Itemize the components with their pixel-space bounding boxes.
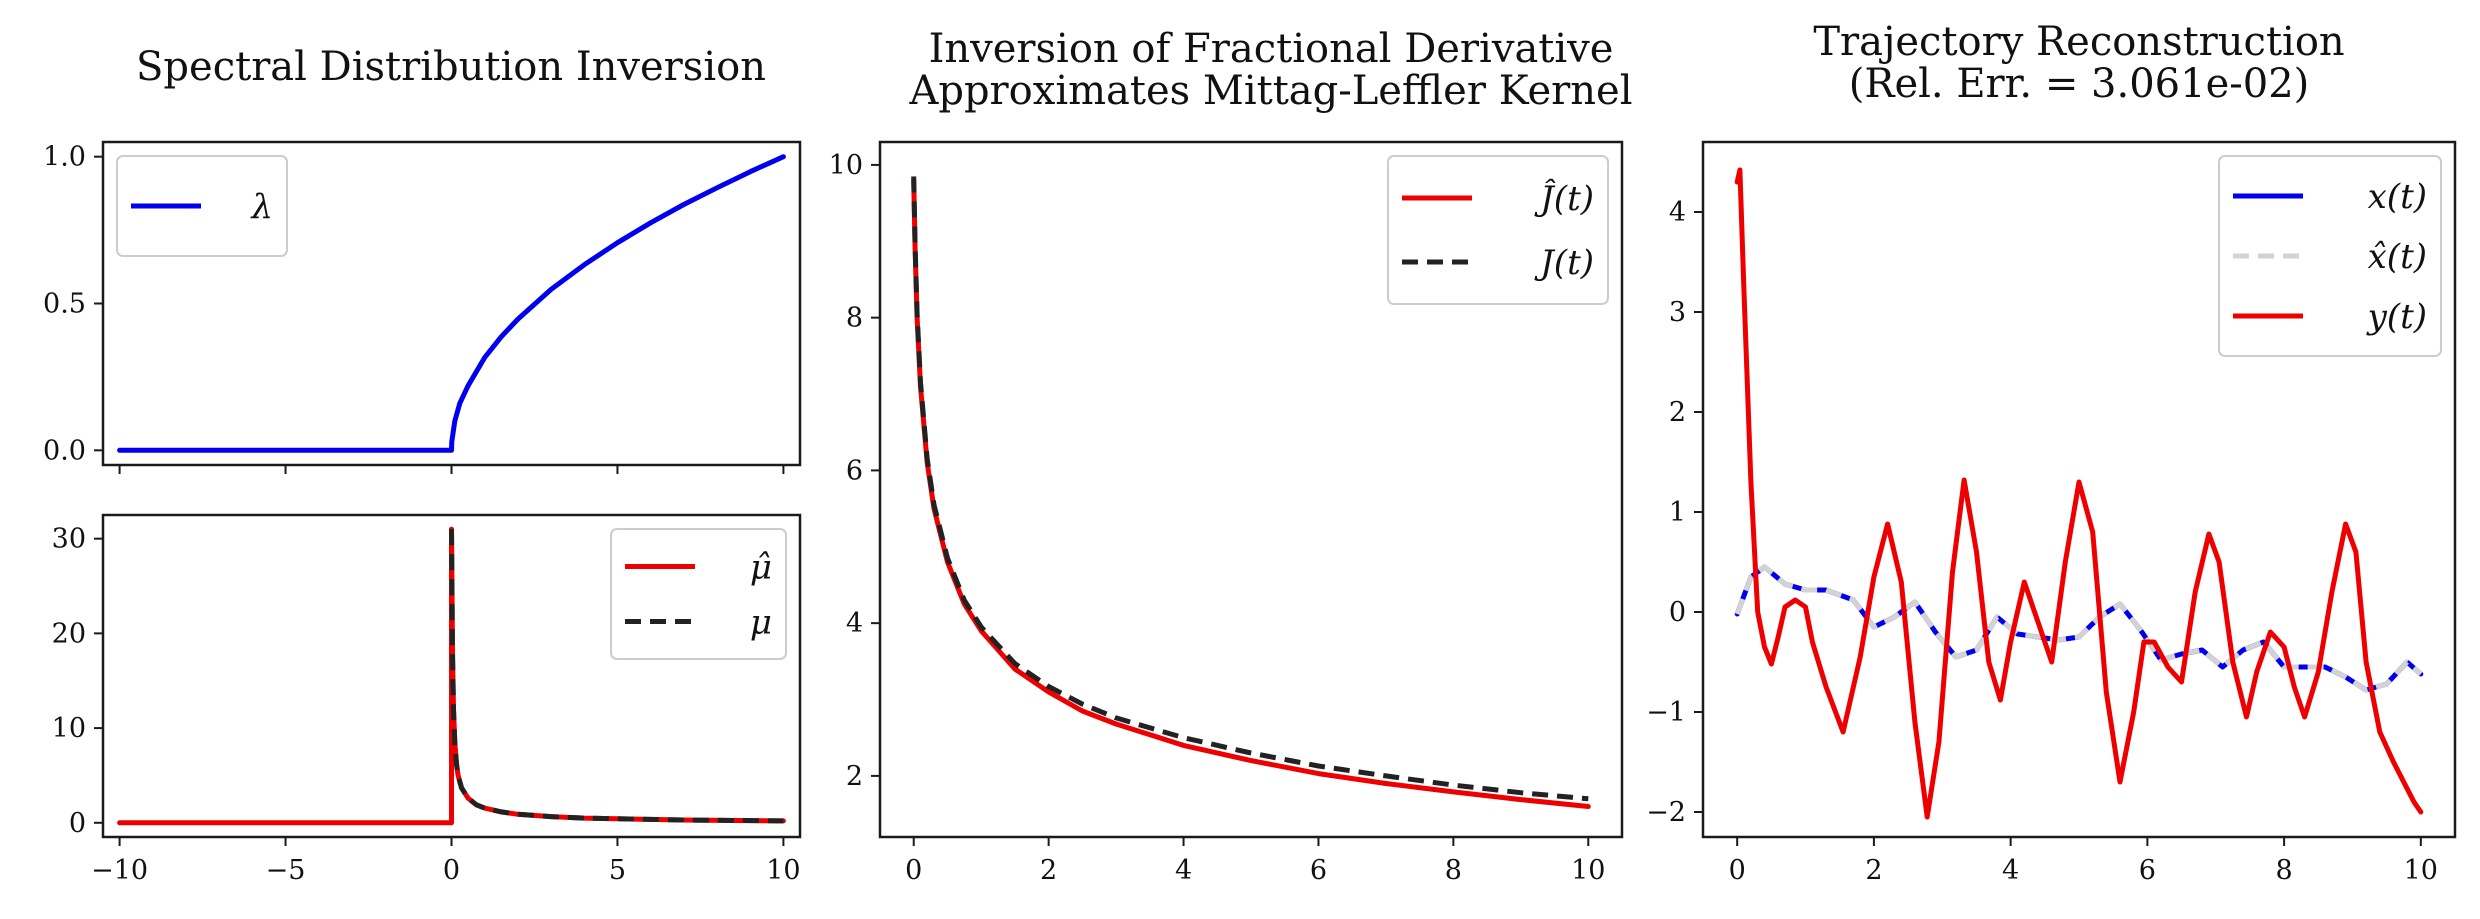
trajectory-legend-box (2218, 155, 2442, 357)
panel-mu: −10 −5 0 5 10 0 10 20 30 μ̂ μ (52, 513, 802, 886)
x-tick-label: 8 (2275, 855, 2292, 886)
y-tick-label: 10 (829, 150, 863, 181)
y-tick-label: 2 (846, 761, 863, 792)
kernel-title-line: Approximates Mittag-Leffler Kernel (908, 68, 1632, 114)
trajectory-series (1734, 167, 2424, 820)
lambda-legend: λ (116, 155, 288, 257)
trajectory-title-line: (Rel. Err. = 3.061e-02) (1849, 61, 2310, 107)
x-tick-label: 10 (2404, 855, 2438, 886)
trajectory-legend-label: x(t) (2368, 177, 2427, 217)
y-tick-label: 4 (846, 608, 863, 639)
trajectory-legend-label: y(t) (2366, 297, 2427, 337)
panel-trajectory: Trajectory Reconstruction (Rel. Err. = 3.… (1646, 19, 2457, 886)
y-tick-label: 20 (52, 618, 86, 649)
x-tick-label: 0 (443, 855, 460, 886)
kernel-series-line-1 (911, 176, 1589, 802)
trajectory-legend-label: x̂(t) (2368, 237, 2427, 277)
mu-legend-box (610, 528, 787, 660)
trajectory-series-line-1 (1734, 564, 2423, 693)
y-tick-label: 0.5 (43, 289, 86, 320)
kernel-axes-frame (878, 140, 1624, 839)
mu-series-line-1 (449, 529, 784, 824)
y-tick-label: 4 (1669, 197, 1686, 228)
trajectory-legend: x(t) x̂(t) y(t) (2218, 155, 2442, 357)
y-tick-label: 3 (1669, 297, 1686, 328)
kernel-series-line-0 (911, 177, 1591, 809)
lambda-series (117, 154, 786, 453)
mu-series (117, 526, 786, 826)
mu-legend-label: μ (750, 603, 772, 643)
y-tick-label: 6 (846, 455, 863, 486)
x-tick-label: 6 (1310, 855, 1327, 886)
kernel-ticks: 0 2 4 6 8 10 2 4 6 8 10 (829, 150, 1606, 886)
x-tick-label: −5 (266, 855, 306, 886)
y-tick-label: −1 (1646, 697, 1686, 728)
trajectory-series-line-2 (1734, 167, 2424, 820)
x-tick-label: 10 (766, 855, 800, 886)
kernel-legend-label: Ĵ(t) (1534, 178, 1594, 219)
mu-legend-label: μ̂ (750, 548, 772, 588)
lambda-axes-frame (101, 140, 802, 467)
y-tick-label: 1.0 (43, 142, 86, 173)
x-tick-label: 4 (1175, 855, 1192, 886)
x-tick-label: −10 (91, 855, 148, 886)
kernel-title-line: Inversion of Fractional Derivative (929, 26, 1614, 72)
x-tick-label: 8 (1445, 855, 1462, 886)
x-tick-label: 5 (609, 855, 626, 886)
mu-ticks: −10 −5 0 5 10 0 10 20 30 (52, 524, 801, 886)
kernel-legend: Ĵ(t) J(t) (1387, 155, 1609, 305)
y-tick-label: 0 (69, 808, 86, 839)
kernel-series (911, 176, 1591, 809)
x-tick-label: 4 (2002, 855, 2019, 886)
lambda-title: Spectral Distribution Inversion (136, 44, 766, 90)
panel-lambda: Spectral Distribution Inversion 0.0 0.5 1.… (43, 44, 802, 474)
kernel-legend-box (1387, 155, 1609, 305)
lambda-series-line-0 (117, 154, 786, 453)
lambda-title-line: Spectral Distribution Inversion (136, 44, 766, 90)
y-tick-label: 30 (52, 524, 86, 555)
mu-axes-frame (101, 513, 802, 839)
y-tick-label: 10 (52, 713, 86, 744)
y-tick-label: −2 (1646, 797, 1686, 828)
mu-series-line-0 (117, 526, 786, 826)
trajectory-title-line: Trajectory Reconstruction (1813, 19, 2344, 65)
x-tick-label: 10 (1571, 855, 1605, 886)
y-tick-label: 0.0 (43, 435, 86, 466)
trajectory-axes-frame (1701, 140, 2457, 839)
x-tick-label: 0 (905, 855, 922, 886)
mu-legend: μ̂ μ (610, 528, 787, 660)
y-tick-label: 0 (1669, 597, 1686, 628)
trajectory-ticks: 0 2 4 6 8 10 −2 −1 0 1 2 3 4 (1646, 197, 2438, 886)
y-tick-label: 2 (1669, 397, 1686, 428)
x-tick-label: 2 (1865, 855, 1882, 886)
lambda-ticks: 0.0 0.5 1.0 (43, 142, 785, 474)
x-tick-label: 2 (1040, 855, 1057, 886)
kernel-title: Inversion of Fractional Derivative Approx… (908, 26, 1632, 114)
x-tick-label: 6 (2139, 855, 2156, 886)
kernel-legend-label: J(t) (1534, 243, 1594, 283)
lambda-legend-box (116, 155, 288, 257)
x-tick-label: 0 (1729, 855, 1746, 886)
y-tick-label: 1 (1669, 497, 1686, 528)
trajectory-title: Trajectory Reconstruction (Rel. Err. = 3.… (1813, 19, 2344, 107)
lambda-legend-label: λ (249, 187, 273, 227)
panel-kernel: Inversion of Fractional Derivative Approx… (829, 26, 1633, 886)
y-tick-label: 8 (846, 303, 863, 334)
